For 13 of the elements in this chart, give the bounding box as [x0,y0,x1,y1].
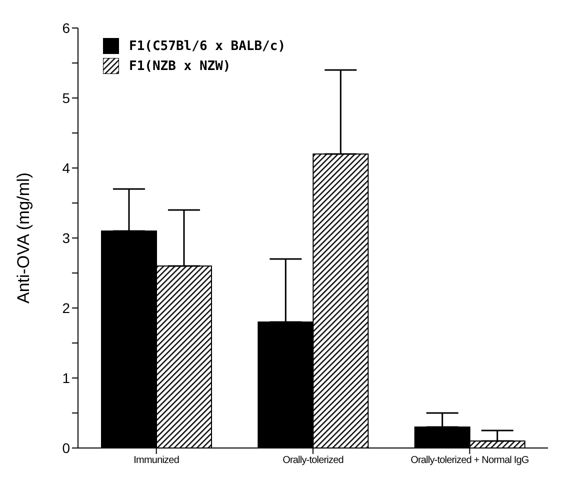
legend-label: F1(NZB x NZW) [129,58,231,74]
y-tick-label: 0 [62,440,70,456]
y-tick-label: 2 [62,300,70,316]
y-tick-label: 1 [62,370,70,386]
y-tick-label: 3 [62,230,70,246]
y-tick-label: 6 [62,20,70,36]
legend-label: F1(C57Bl/6 x BALB/c) [129,38,286,54]
y-tick-label: 4 [62,160,70,176]
y-axis-title: Anti-OVA (mg/ml) [14,172,34,304]
y-tick-label: 5 [62,90,70,106]
x-tick-label: Orally-tolerized + Normal IgG [410,455,530,466]
x-tick-label: Orally-tolerized [282,455,344,466]
x-tick-label: Immunized [134,455,179,466]
